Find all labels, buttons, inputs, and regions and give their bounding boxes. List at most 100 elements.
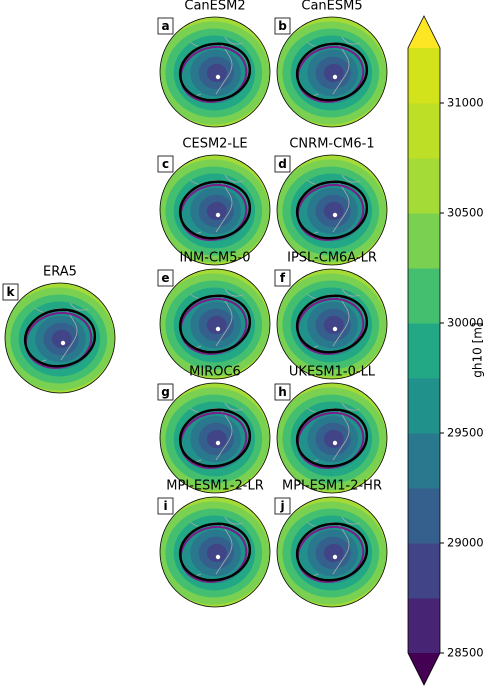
- map-field: [51, 329, 72, 349]
- panel-letter: k: [7, 285, 16, 299]
- panel-letter: j: [279, 499, 284, 513]
- panel-letter: a: [161, 19, 169, 33]
- map: [160, 17, 270, 127]
- vortex-contour-era5: [295, 180, 369, 240]
- panel-title: CESM2-LE: [182, 137, 247, 152]
- map-field: [206, 201, 227, 221]
- vortex-contour-era5: [295, 294, 369, 354]
- vortex-contour-era5: [178, 42, 252, 102]
- panel-letter-box: [274, 155, 291, 173]
- colorbar-band: [408, 48, 440, 104]
- map-panel: INM-CM5-0 e: [157, 251, 271, 380]
- vortex-contour-era5: [178, 180, 252, 240]
- panel-letter: d: [278, 157, 287, 171]
- map-field: [206, 63, 227, 83]
- map-field: [206, 429, 227, 449]
- colorbar-band: [408, 158, 440, 214]
- panel-letter: h: [278, 385, 287, 399]
- panel-title: MPI-ESM1-2-LR: [166, 479, 263, 494]
- map: [160, 497, 270, 607]
- colorbar-tick-label: 30500: [447, 206, 484, 220]
- map-panel: CanESM2 a: [157, 0, 271, 128]
- vortex-contour-era5: [295, 522, 369, 582]
- map: [160, 269, 270, 379]
- colorbar-band: [408, 488, 440, 544]
- panel-title: ERA5: [43, 265, 77, 280]
- panel-letter: e: [161, 271, 169, 285]
- colorbar-tick-label: 31000: [447, 96, 484, 110]
- map-border: [276, 268, 388, 380]
- panel-letter-box: [157, 383, 174, 401]
- vortex-contour-era5: [23, 308, 97, 368]
- panel-letter: i: [163, 499, 167, 513]
- map-border: [276, 496, 388, 608]
- pole-marker: [60, 340, 66, 346]
- vortex-contour-era5: [178, 408, 252, 468]
- map-panel: UKESM1-0-LLh: [274, 365, 388, 494]
- panel-letter-box: [157, 497, 174, 515]
- map: [277, 155, 387, 265]
- map-panel: ERA5 k: [2, 265, 116, 394]
- map-border: [276, 16, 388, 128]
- pole-marker: [332, 74, 338, 80]
- map-border: [276, 382, 388, 494]
- map-panel: CanESM5 b: [274, 0, 388, 128]
- colorbar-band: [408, 213, 440, 269]
- map-panel: MPI-ESM1-2-HR j: [274, 479, 388, 608]
- panel-title: MPI-ESM1-2-HR: [282, 479, 382, 494]
- map-border: [159, 268, 271, 380]
- panel-title: CanESM5: [301, 0, 362, 14]
- map-field: [323, 315, 344, 335]
- colorbar-outline: [407, 15, 441, 686]
- colorbar-band: [408, 378, 440, 434]
- colorbar-band: [408, 323, 440, 379]
- colorbar-tick-label: 29000: [447, 536, 484, 550]
- colorbar-band: [408, 433, 440, 489]
- map: [277, 17, 387, 127]
- colorbar-band: [408, 103, 440, 159]
- vortex-contour-era5: [178, 294, 252, 354]
- pole-marker: [215, 212, 221, 218]
- pole-marker: [215, 554, 221, 560]
- vortex-contour-era5: [295, 408, 369, 468]
- colorbar-tick-label: 28500: [447, 646, 484, 660]
- panel-letter-box: [157, 17, 174, 35]
- colorbar-band: [408, 268, 440, 324]
- map: [277, 269, 387, 379]
- map-field: [323, 429, 344, 449]
- panel-letter: b: [278, 19, 287, 33]
- pole-marker: [332, 212, 338, 218]
- map: [160, 155, 270, 265]
- colorbar-extend-max: [408, 16, 440, 48]
- pole-marker: [215, 74, 221, 80]
- colorbar-tick-label: 30000: [447, 316, 484, 330]
- map-field: [323, 543, 344, 563]
- map-field: [323, 201, 344, 221]
- map-field: [206, 543, 227, 563]
- map-border: [276, 154, 388, 266]
- map-border: [159, 154, 271, 266]
- pole-marker: [332, 326, 338, 332]
- panel-letter-box: [157, 155, 174, 173]
- panel-title: UKESM1-0-LL: [289, 365, 376, 380]
- pole-marker: [215, 440, 221, 446]
- colorbar-label: gh10 [m]: [471, 322, 485, 377]
- map-panel: IPSL-CM6A-LRf: [274, 251, 388, 380]
- panel-title: MIROC6: [189, 365, 241, 380]
- panel-letter-box: [157, 269, 174, 287]
- map-border: [4, 282, 116, 394]
- map: [5, 283, 115, 393]
- map-field: [323, 63, 344, 83]
- panel-letter: c: [162, 157, 169, 171]
- map: [277, 497, 387, 607]
- colorbar-band: [408, 543, 440, 599]
- map-panel: MIROC6 g: [157, 365, 271, 494]
- colorbar-tick-label: 29500: [447, 426, 484, 440]
- map-panel: CNRM-CM6-1d: [274, 137, 388, 266]
- panel-letter-box: [274, 383, 291, 401]
- panel-letter-box: [274, 17, 291, 35]
- panel-letter: f: [280, 271, 286, 285]
- map-border: [159, 382, 271, 494]
- panel-title: INM-CM5-0: [180, 251, 251, 266]
- panel-letter-box: [2, 283, 19, 301]
